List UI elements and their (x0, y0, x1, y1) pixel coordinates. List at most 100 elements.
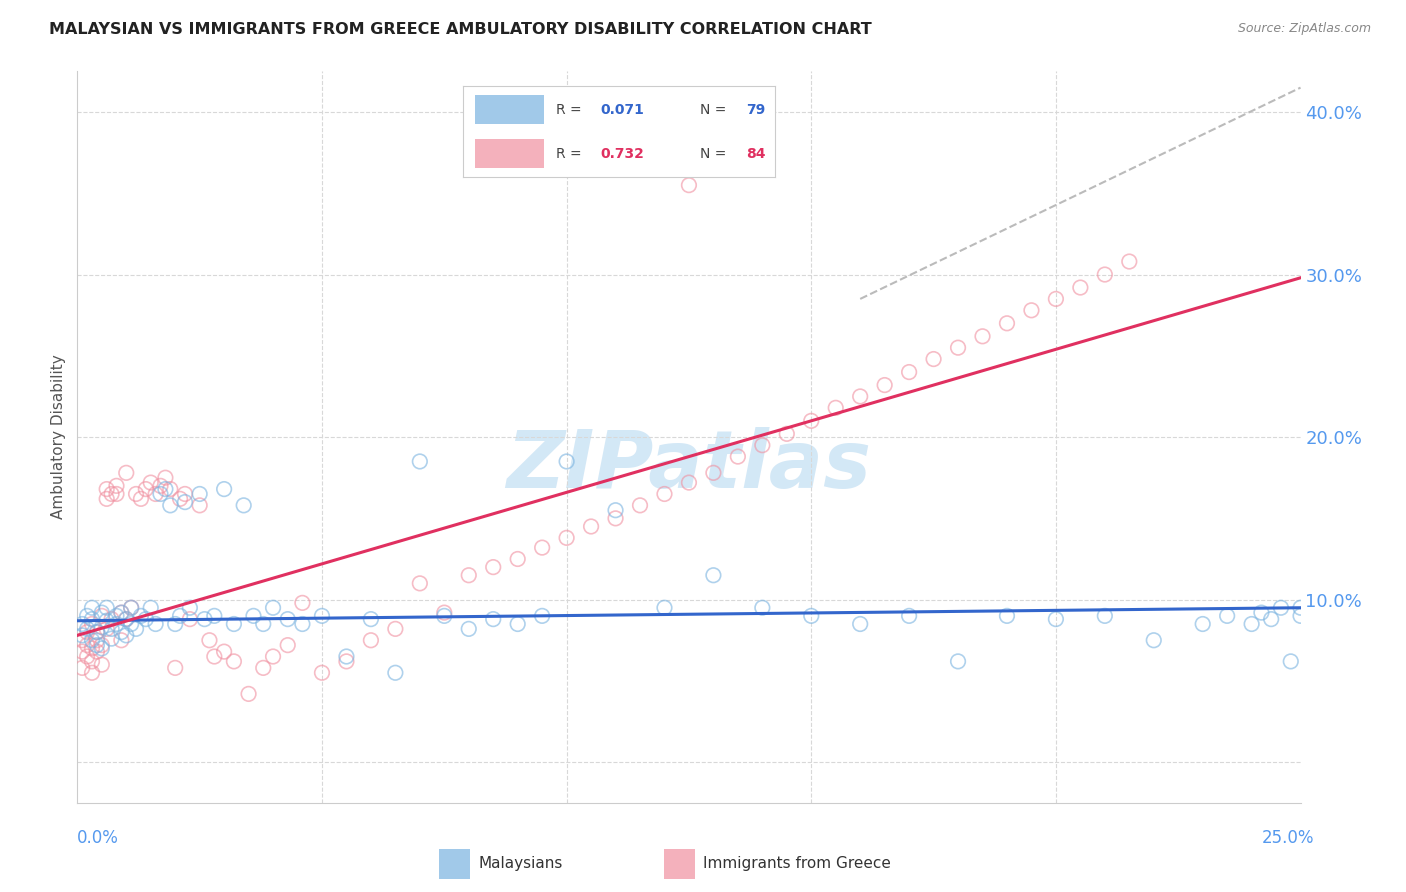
Point (1260, 612, 1282, 626)
Point (1279, 654, 1302, 668)
Point (110, 606, 132, 620)
Point (849, 617, 872, 632)
Point (96, 614, 118, 628)
Point (1021, 303, 1043, 318)
Point (335, 654, 357, 668)
Point (1216, 608, 1239, 623)
Point (995, 608, 1018, 623)
Point (100, 632, 122, 646)
Point (1270, 600, 1292, 615)
Point (1045, 292, 1067, 306)
Point (120, 600, 142, 615)
Point (654, 600, 676, 615)
Text: ZIPatlas: ZIPatlas (506, 427, 872, 506)
Point (70, 661, 93, 675)
Point (1250, 606, 1272, 620)
Point (922, 352, 945, 367)
Point (555, 454, 578, 468)
Point (457, 622, 479, 636)
Point (212, 645, 235, 659)
Point (1289, 608, 1312, 623)
Point (482, 612, 505, 626)
Point (165, 661, 187, 675)
Point (159, 482, 181, 496)
Point (155, 471, 177, 485)
Point (654, 487, 676, 501)
Point (90, 608, 112, 623)
Point (179, 612, 201, 626)
Bar (439, 849, 470, 879)
Point (76, 622, 98, 636)
Y-axis label: Ambulatory Disability: Ambulatory Disability (51, 355, 66, 519)
Point (433, 608, 456, 623)
Point (531, 541, 554, 555)
Point (972, 329, 994, 343)
Point (76, 608, 98, 623)
Point (80, 612, 103, 626)
Point (80, 600, 103, 615)
Point (506, 617, 529, 632)
Text: Malaysians: Malaysians (478, 855, 562, 871)
Point (70, 628, 93, 642)
Point (129, 491, 152, 506)
Point (86, 645, 108, 659)
Point (1118, 254, 1140, 268)
Point (179, 600, 201, 615)
Text: Source: ZipAtlas.com: Source: ZipAtlas.com (1237, 22, 1371, 36)
Point (824, 401, 846, 415)
Point (169, 491, 191, 506)
Point (1094, 268, 1116, 282)
Point (149, 479, 172, 493)
Text: MALAYSIAN VS IMMIGRANTS FROM GREECE AMBULATORY DISABILITY CORRELATION CHART: MALAYSIAN VS IMMIGRANTS FROM GREECE AMBU… (49, 22, 872, 37)
Point (678, 178, 700, 193)
Point (86, 625, 108, 640)
Point (1289, 600, 1312, 615)
Point (100, 612, 122, 626)
Point (849, 389, 872, 403)
Point (96, 600, 118, 615)
Point (262, 600, 284, 615)
Point (96, 491, 118, 506)
Point (311, 608, 333, 623)
Point (115, 466, 138, 480)
Point (360, 633, 382, 648)
Point (579, 519, 602, 533)
Point (110, 625, 132, 640)
Point (277, 638, 299, 652)
Point (898, 608, 921, 623)
Point (1094, 608, 1116, 623)
Point (482, 560, 505, 574)
Point (335, 649, 357, 664)
Point (555, 531, 578, 545)
Point (605, 511, 627, 525)
Point (174, 487, 197, 501)
Point (159, 499, 181, 513)
Point (222, 654, 245, 668)
Point (751, 438, 773, 452)
Point (105, 608, 128, 623)
Point (702, 568, 724, 582)
Point (531, 608, 554, 623)
Text: 0.0%: 0.0% (77, 829, 120, 847)
Point (96, 622, 118, 636)
Point (80, 654, 103, 668)
Point (139, 475, 162, 490)
Text: Immigrants from Greece: Immigrants from Greece (703, 855, 891, 871)
Point (291, 596, 314, 610)
Point (202, 608, 225, 623)
Point (100, 622, 122, 636)
Point (80, 665, 103, 680)
Point (105, 479, 128, 493)
Point (409, 454, 432, 468)
Point (238, 687, 260, 701)
Point (291, 617, 314, 632)
Point (174, 495, 197, 509)
Point (120, 617, 142, 632)
Point (727, 450, 749, 464)
Point (702, 466, 724, 480)
Point (212, 482, 235, 496)
Point (457, 568, 479, 582)
Point (80, 617, 103, 632)
Point (384, 665, 406, 680)
Point (76, 638, 98, 652)
